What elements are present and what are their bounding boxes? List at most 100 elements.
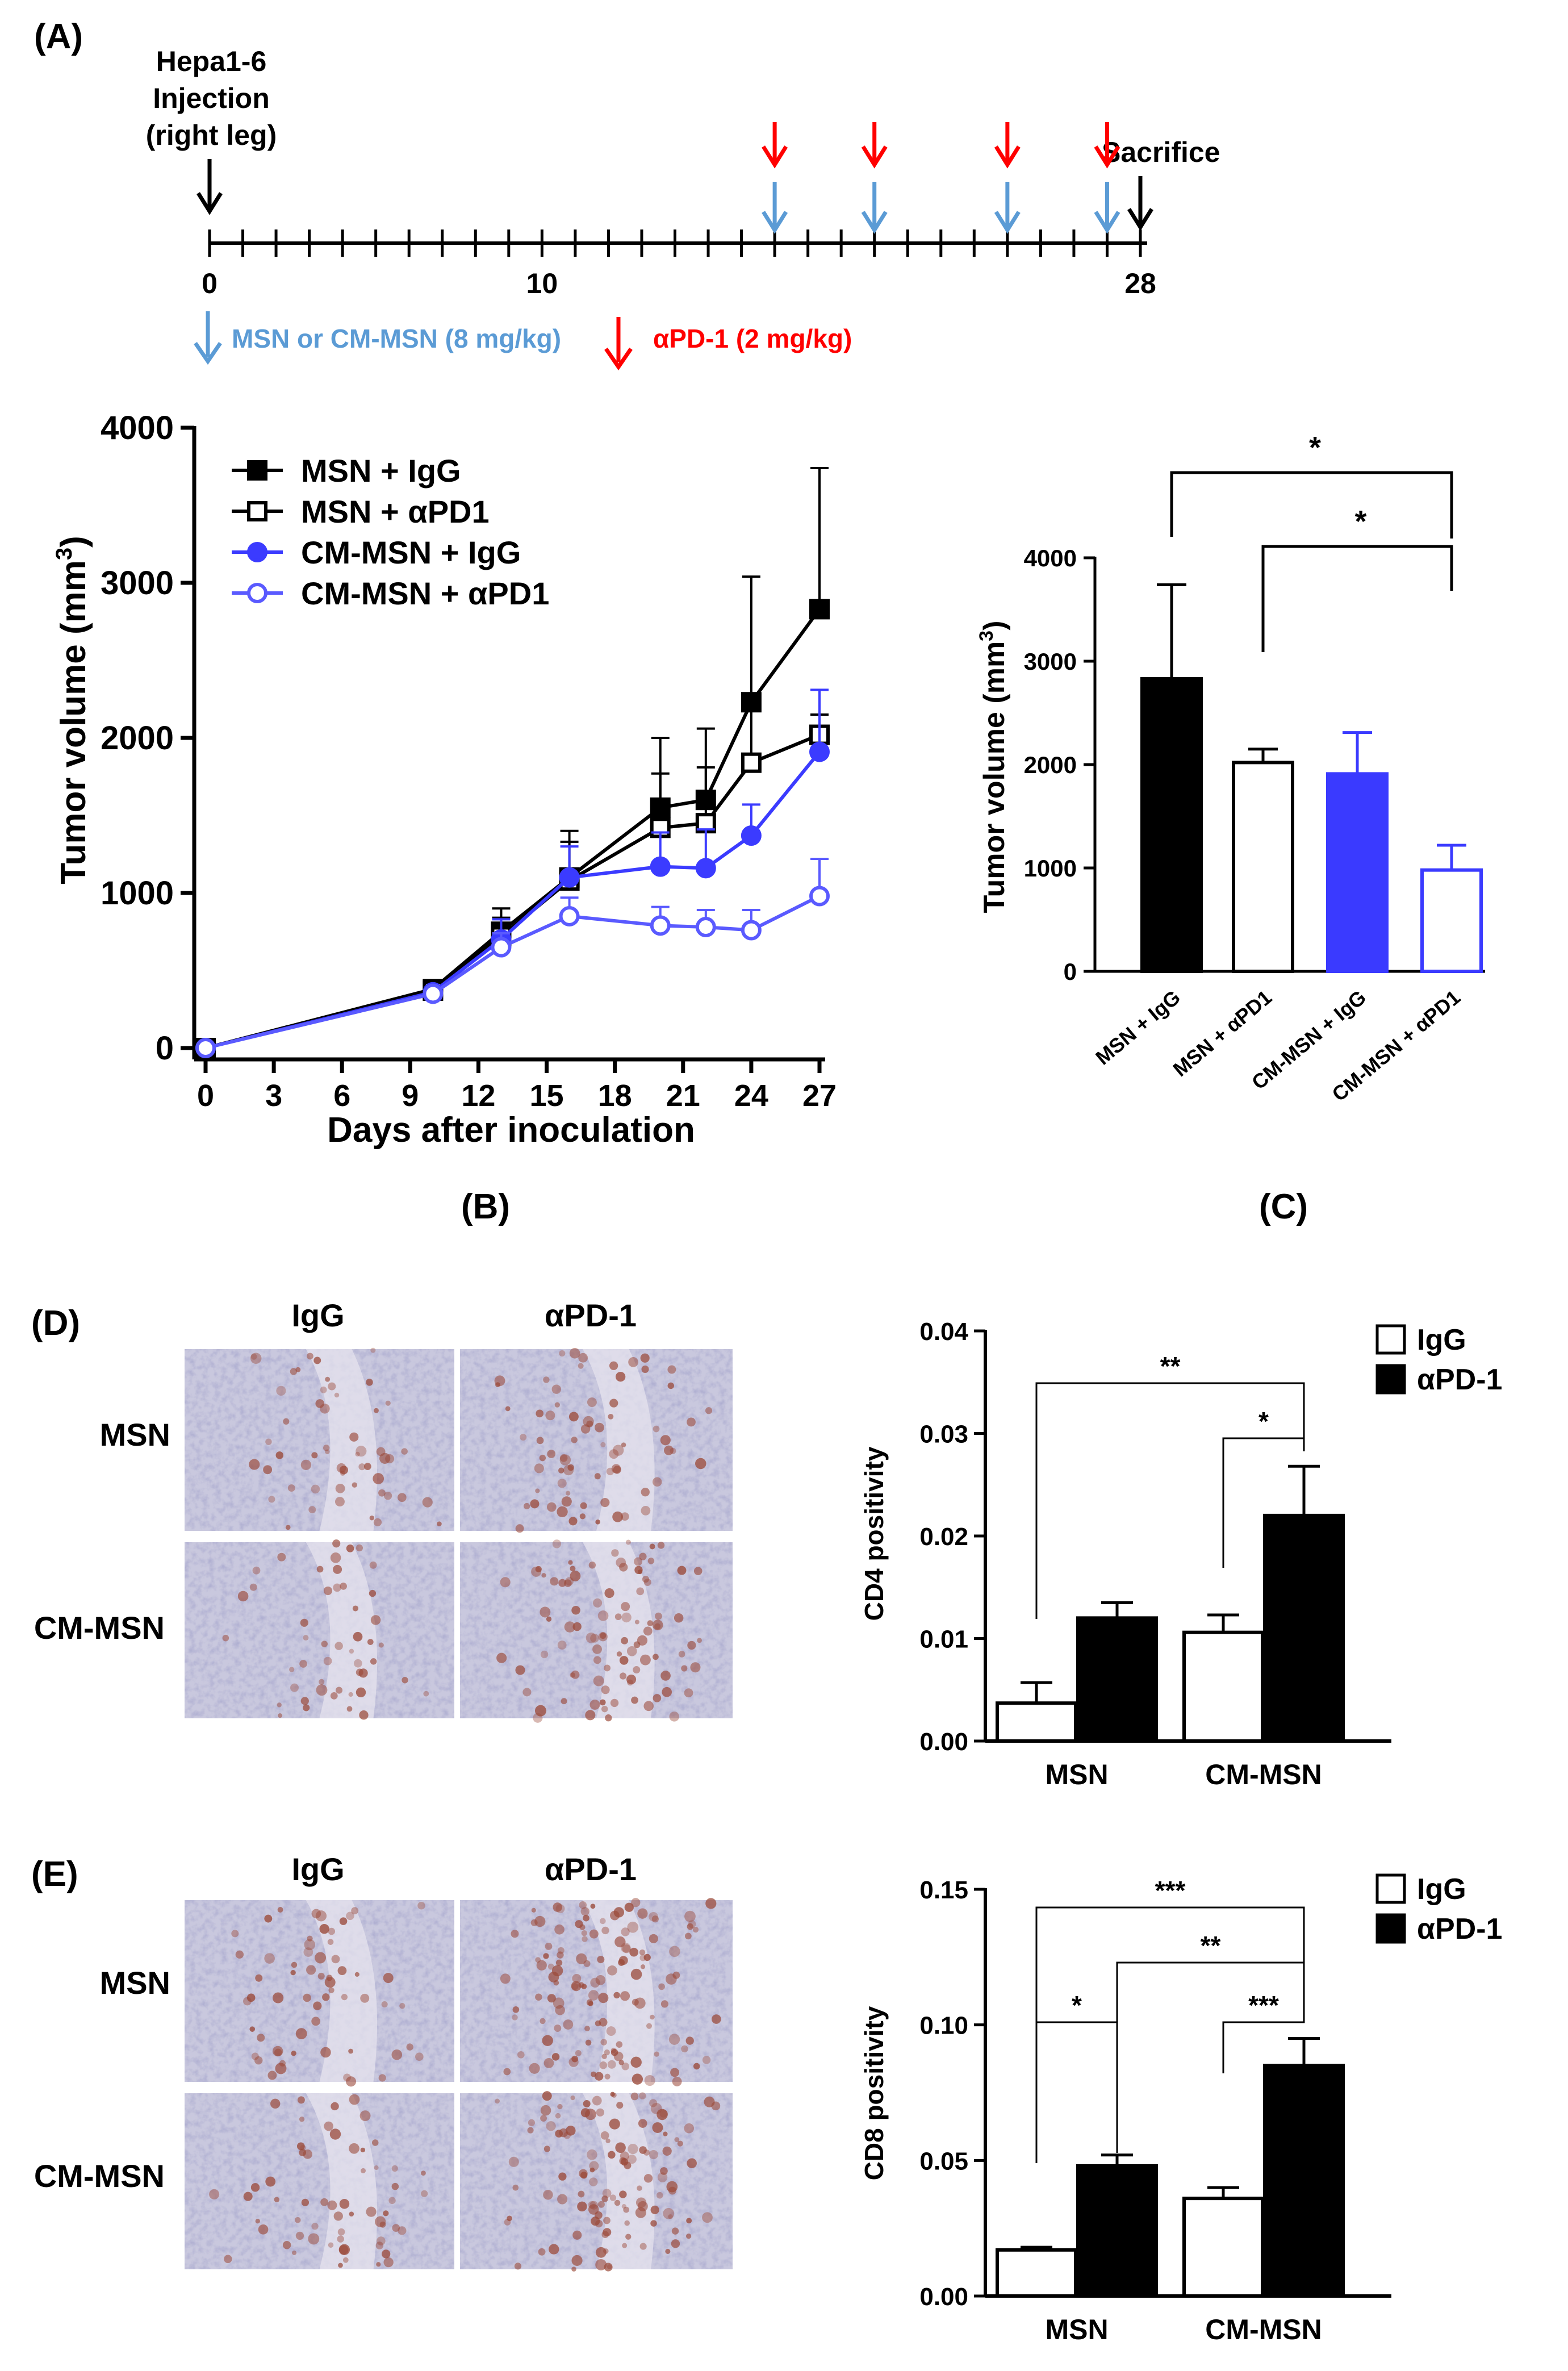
- ihc-stain-dot: [613, 1907, 625, 1918]
- ihc-stain-dot: [349, 2211, 354, 2216]
- ihc-stain-dot: [657, 2172, 668, 2182]
- ihc-stain-dot: [385, 1400, 391, 1406]
- e-y-tick-label: 0.05: [919, 2147, 968, 2175]
- panel-d-cd4: (D) IgG αPD-1 MSN CM-MSN 0.00 0.01 0.02 0.0…: [31, 1297, 1502, 1790]
- ihc-stain-dot: [531, 1907, 536, 1913]
- ihc-stroma-region: [583, 1900, 655, 2082]
- c-bar: [1326, 772, 1389, 973]
- apd1-arrow-icon: [861, 122, 888, 169]
- b-axes: 0 1000 2000 3000 4000 0 3 6 9 12 15 18 21 24 27: [101, 410, 837, 1113]
- ihc-stain-dot: [630, 2056, 642, 2068]
- ihc-stain-dot: [277, 1702, 282, 1708]
- ihc-stain-dot: [681, 2045, 688, 2053]
- e-bar: [1263, 2064, 1345, 2298]
- ihc-stain-dot: [552, 1539, 562, 1548]
- ihc-stain-dot: [652, 2122, 663, 2134]
- ihc-stain-dot: [356, 1446, 367, 1457]
- e-significance: ****** ***: [1035, 1876, 1305, 2163]
- ihc-stain-dot: [607, 2060, 616, 2069]
- injection-label-line-2: Injection: [153, 82, 270, 114]
- ihc-stain-dot: [356, 1668, 363, 1676]
- ihc-stroma-region: [306, 1349, 378, 1531]
- ihc-stain-dot: [561, 1496, 572, 1507]
- ihc-stain-dot: [283, 1418, 290, 1425]
- ihc-stroma-region: [583, 2093, 655, 2269]
- ihc-stain-dot: [669, 1712, 680, 1722]
- ihc-image: [460, 1348, 733, 1533]
- ihc-stain-dot: [320, 2198, 329, 2206]
- ihc-stain-dot: [626, 1646, 637, 1656]
- legend-blue-arrow-icon: [194, 311, 222, 365]
- ihc-stain-dot: [621, 1512, 629, 1521]
- ihc-stain-dot: [528, 2119, 536, 2127]
- ihc-stain-dot: [570, 1672, 575, 1678]
- ihc-stain-dot: [571, 1605, 580, 1615]
- ihc-stain-dot: [614, 1936, 626, 1948]
- ihc-stain-dot: [331, 2102, 339, 2111]
- ihc-stain-dot: [678, 1651, 685, 1658]
- ihc-stain-dot: [369, 1589, 377, 1597]
- ihc-stain-dot: [594, 1473, 601, 1480]
- ihc-stain-dot: [547, 1963, 554, 1970]
- ihc-stain-dot: [653, 1694, 662, 1702]
- ihc-stain-dot: [653, 1425, 660, 1433]
- ihc-stain-dot: [650, 2220, 657, 2227]
- b-series-1: [195, 699, 830, 1058]
- ihc-stain-dot: [586, 1633, 597, 1643]
- b-x-tick-label: 15: [530, 1079, 564, 1113]
- ihc-stain-dot: [541, 1573, 546, 1578]
- ihc-stain-dot: [616, 2041, 623, 2048]
- ihc-stain-dot: [658, 1983, 665, 1990]
- ihc-stain-dot: [328, 1382, 336, 1391]
- ihc-stain-dot: [321, 1641, 328, 1647]
- injection-label-line-1: Hepa1-6: [156, 45, 267, 77]
- b-series-2: [195, 688, 830, 1058]
- ihc-stain-dot: [595, 2259, 607, 2270]
- ihc-stain-dot: [621, 1602, 630, 1612]
- ihc-stain-dot: [555, 2113, 561, 2119]
- ihc-stain-dot: [611, 1464, 621, 1473]
- ihc-stain-dot: [572, 2230, 582, 2240]
- ihc-stain-dot: [693, 1567, 703, 1576]
- e-x-tick-label: MSN: [1045, 2314, 1108, 2345]
- ihc-stain-dot: [243, 2191, 253, 2201]
- ihc-stain-dot: [568, 1560, 573, 1565]
- ihc-stain-dot: [595, 2247, 607, 2258]
- ihc-stain-dot: [540, 1606, 551, 1618]
- e-bars: MSN CM-MSN: [996, 2037, 1345, 2345]
- legend-apd1-dose: αPD-1 (2 mg/kg): [653, 324, 852, 353]
- b-y-tick-label: 4000: [101, 410, 174, 446]
- ihc-stain-dot: [360, 2147, 366, 2153]
- ihc-stain-dot: [621, 2063, 629, 2071]
- ihc-stain-dot: [612, 1511, 624, 1522]
- ihc-stain-dot: [524, 1502, 530, 1510]
- ihc-stain-dot: [615, 1371, 626, 1382]
- ihc-stain-dot: [267, 2071, 277, 2080]
- ihc-stain-dot: [643, 1626, 653, 1636]
- ihc-stain-dot: [327, 2200, 337, 2210]
- e-legend-label: αPD-1: [1417, 1913, 1502, 1946]
- ihc-stain-dot: [587, 1397, 597, 1408]
- ihc-stain-dot: [639, 2146, 647, 2154]
- d-bar: [1182, 1630, 1264, 1743]
- e-bar: [1182, 2197, 1264, 2298]
- ihc-stain-dot: [599, 2061, 608, 2069]
- ihc-stain-dot: [339, 1466, 348, 1475]
- ihc-stain-dot: [657, 1542, 665, 1549]
- ihc-stain-dot: [292, 2250, 297, 2255]
- ihc-stain-dot: [379, 1452, 391, 1464]
- b-legend-label: CM-MSN + IgG: [301, 535, 521, 570]
- ihc-stain-dot: [609, 2118, 620, 2130]
- ihc-stain-dot: [330, 1552, 341, 1563]
- ihc-stain-dot: [649, 2149, 658, 2160]
- e-y-tick-label: 0.10: [919, 2012, 968, 2040]
- ihc-stain-dot: [349, 1648, 354, 1654]
- ihc-stain-dot: [608, 1413, 614, 1420]
- msn-arrow-icon: [994, 182, 1021, 234]
- ihc-stain-dot: [639, 1552, 647, 1560]
- ihc-stain-dot: [346, 1706, 353, 1712]
- ihc-stain-dot: [265, 1438, 272, 1445]
- ihc-stain-dot: [335, 1483, 345, 1493]
- ihc-stain-dot: [655, 1612, 662, 1620]
- ihc-stain-dot: [533, 1713, 543, 1723]
